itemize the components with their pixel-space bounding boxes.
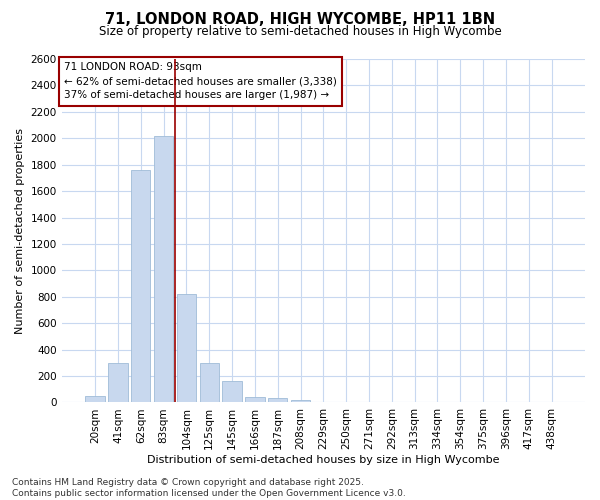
Text: 71 LONDON ROAD: 93sqm
← 62% of semi-detached houses are smaller (3,338)
37% of s: 71 LONDON ROAD: 93sqm ← 62% of semi-deta… [64, 62, 337, 100]
Text: 71, LONDON ROAD, HIGH WYCOMBE, HP11 1BN: 71, LONDON ROAD, HIGH WYCOMBE, HP11 1BN [105, 12, 495, 28]
Bar [268, 398, 287, 402]
Bar [177, 294, 196, 403]
Bar [108, 363, 128, 403]
Text: Size of property relative to semi-detached houses in High Wycombe: Size of property relative to semi-detach… [98, 25, 502, 38]
Bar [223, 382, 242, 402]
X-axis label: Distribution of semi-detached houses by size in High Wycombe: Distribution of semi-detached houses by … [147, 455, 500, 465]
Bar [200, 364, 219, 403]
Bar [85, 396, 105, 402]
Text: Contains HM Land Registry data © Crown copyright and database right 2025.
Contai: Contains HM Land Registry data © Crown c… [12, 478, 406, 498]
Bar [291, 400, 310, 402]
Bar [131, 170, 151, 402]
Y-axis label: Number of semi-detached properties: Number of semi-detached properties [15, 128, 25, 334]
Bar [154, 136, 173, 402]
Bar [245, 396, 265, 402]
